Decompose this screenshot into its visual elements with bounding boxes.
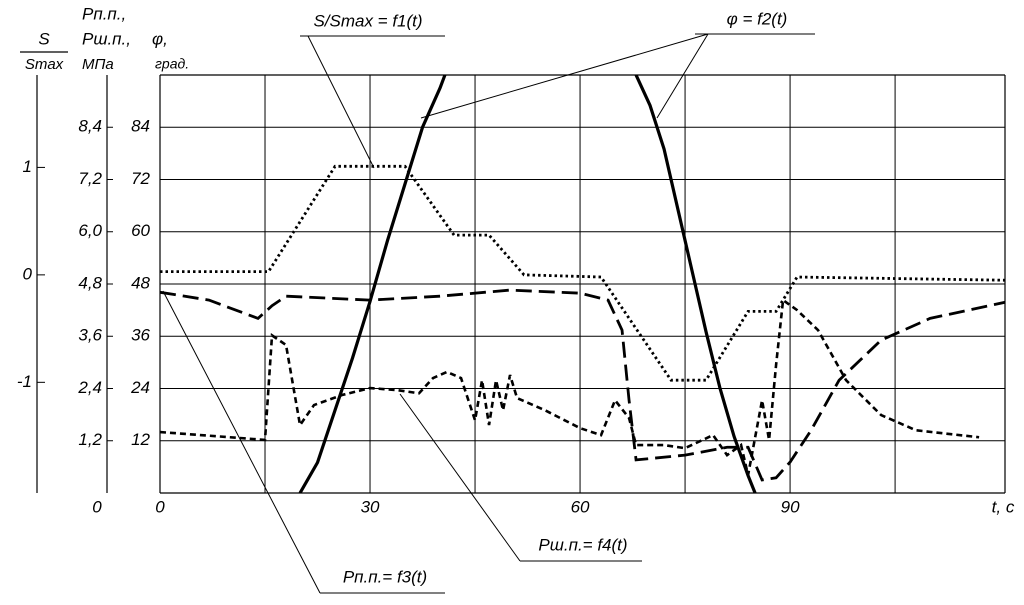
y-tick-label: 84: [131, 117, 150, 136]
annotation: S/Smax = f1(t): [313, 11, 422, 30]
y3-label: S: [38, 29, 50, 48]
y2-label: МПа: [82, 56, 114, 73]
annotation-leader: [399, 393, 521, 562]
annotation: φ = f2(t): [727, 9, 788, 28]
y-tick-label: 60: [131, 221, 150, 240]
x-tick-label: 90: [781, 497, 800, 516]
y3-tick-label: 0: [23, 264, 33, 283]
y2-tick-label: 7,2: [78, 169, 102, 188]
y-tick-label: 72: [131, 169, 150, 188]
x-label: t, c: [992, 497, 1015, 516]
y2-label: Рш.п.,: [82, 29, 131, 48]
y2-tick-label: 3,6: [78, 326, 102, 345]
y2-tick-label: 1,2: [78, 430, 102, 449]
series-line: [160, 288, 1005, 482]
y2-tick-label: 4,8: [78, 273, 102, 292]
y-tick-label: 24: [130, 378, 150, 397]
series-line: [298, 75, 757, 493]
annotation-leader: [307, 35, 375, 169]
y2-tick-label: 6,0: [78, 221, 102, 240]
annotation-leader: [656, 33, 709, 119]
y-tick-label: 36: [131, 326, 150, 345]
series-line: [160, 297, 980, 476]
annotation-leader: [420, 33, 709, 119]
y-label: град.: [155, 56, 189, 72]
annotation-leader: [162, 290, 321, 594]
y3-label: Smax: [25, 56, 64, 73]
y2-tick-label: 0: [92, 497, 102, 516]
x-tick-label: 60: [571, 497, 590, 516]
y2-tick-label: 8,4: [78, 117, 102, 136]
series-line: [160, 164, 1005, 382]
x-tick-label: 30: [361, 497, 380, 516]
y-label: φ,: [152, 29, 168, 48]
y2-tick-label: 2,4: [77, 378, 102, 397]
annotation: Рш.п.= f4(t): [538, 535, 627, 554]
y3-tick-label: 1: [23, 157, 32, 176]
y-tick-label: 48: [131, 273, 150, 292]
x-tick-label: 0: [155, 497, 165, 516]
y2-label: Рп.п.,: [82, 4, 126, 23]
annotation: Рп.п.= f3(t): [343, 567, 427, 586]
y3-tick-label: -1: [17, 372, 32, 391]
y-tick-label: 12: [131, 430, 150, 449]
